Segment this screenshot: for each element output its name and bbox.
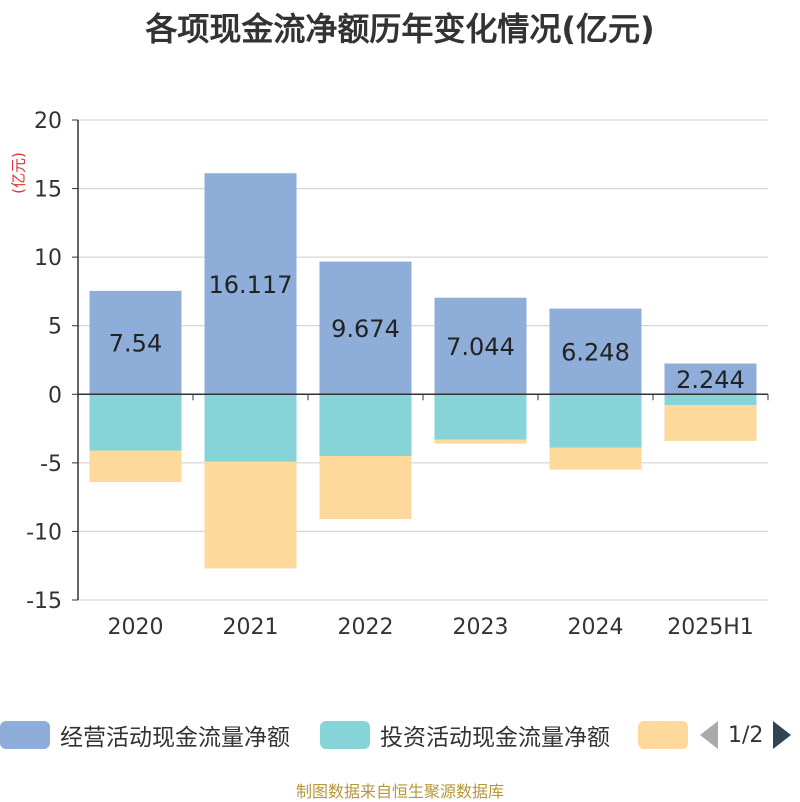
legend-swatch-financing xyxy=(638,721,688,749)
y-axis-tick-label: 0 xyxy=(48,383,62,408)
y-axis-tick-label: 15 xyxy=(34,178,62,203)
legend-pager: 1/2 xyxy=(700,716,792,754)
bar-series2-2021 xyxy=(204,461,297,569)
x-axis-tick-label: 2024 xyxy=(568,615,624,640)
x-axis-tick-label: 2020 xyxy=(108,615,164,640)
chart-title: 各项现金流净额历年变化情况(亿元) xyxy=(145,10,655,48)
source-footnote: 制图数据来自恒生聚源数据库 xyxy=(295,782,504,801)
y-axis-tick-label: 20 xyxy=(34,109,62,134)
bar-series0-2021 xyxy=(204,173,297,395)
x-axis-tick-label: 2023 xyxy=(453,615,509,640)
bar-series2-2022 xyxy=(319,456,412,520)
y-axis-tick-label: 10 xyxy=(34,246,62,271)
legend-label-operating: 经营活动现金流量净额 xyxy=(60,725,290,751)
bar-series1-2025H1 xyxy=(664,394,757,406)
y-axis-tick-label: -10 xyxy=(26,520,62,545)
y-axis-tick-label: -5 xyxy=(40,452,62,477)
bar-series1-2023 xyxy=(434,394,527,440)
bar-series2-2025H1 xyxy=(664,405,757,441)
legend-item-financing[interactable] xyxy=(638,716,698,754)
legend-prev-page-icon[interactable] xyxy=(700,721,718,749)
data-label-2021: 16.117 xyxy=(209,271,293,299)
legend-page-indicator: 1/2 xyxy=(728,722,764,748)
bar-series1-2020 xyxy=(89,394,182,451)
legend-item-investing[interactable]: 投资活动现金流量净额 xyxy=(320,716,610,754)
chart-plot-area: 20 15 10 5 0 -5 -10 -15 7.54 2020 16.117 2021 9.674 2… xyxy=(26,109,769,640)
x-axis-tick-label: 2025H1 xyxy=(667,615,754,640)
bar-series2-2020 xyxy=(89,450,182,483)
data-label-2024: 6.248 xyxy=(561,338,630,366)
bar-series0-2020 xyxy=(89,290,182,395)
bar-series0-2025H1 xyxy=(664,363,757,395)
legend-item-operating[interactable]: 经营活动现金流量净额 xyxy=(0,716,290,754)
bar-series0-2024 xyxy=(549,308,642,395)
legend-next-page-icon[interactable] xyxy=(773,721,792,749)
data-label-2022: 9.674 xyxy=(331,315,400,343)
x-axis-tick-label: 2021 xyxy=(223,615,279,640)
bar-series0-2022 xyxy=(319,261,412,395)
y-axis-tick-label: 5 xyxy=(48,315,62,340)
legend-swatch-operating xyxy=(0,721,50,749)
bar-series1-2024 xyxy=(549,394,642,448)
y-axis-tick-label: -15 xyxy=(26,589,62,614)
data-label-2023: 7.044 xyxy=(446,333,515,361)
bar-series1-2022 xyxy=(319,394,412,456)
data-label-2020: 7.54 xyxy=(109,330,162,358)
bar-series2-2023 xyxy=(434,439,527,444)
legend-label-investing: 投资活动现金流量净额 xyxy=(380,725,610,751)
legend: 经营活动现金流量净额 投资活动现金流量净额 xyxy=(0,716,800,754)
legend-swatch-investing xyxy=(320,721,370,749)
x-axis-tick-label: 2022 xyxy=(338,615,394,640)
bar-series2-2024 xyxy=(549,447,642,470)
bar-series1-2021 xyxy=(204,394,297,462)
bar-series0-2023 xyxy=(434,297,527,395)
data-label-2025H1: 2.244 xyxy=(676,366,745,394)
